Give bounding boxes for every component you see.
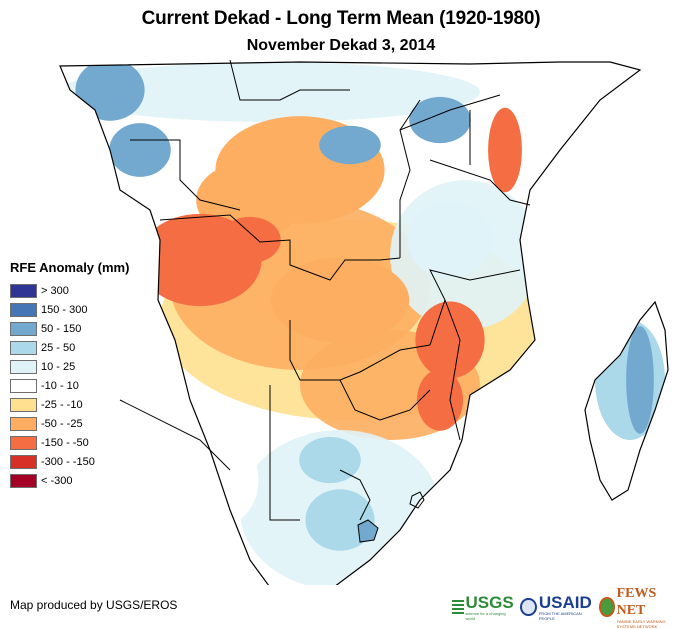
legend-label: 150 - 300: [41, 303, 88, 316]
legend-label: 50 - 150: [41, 322, 82, 335]
anomaly-zone: [75, 62, 145, 121]
mainland-fill: [60, 62, 640, 585]
map-credit: Map produced by USGS/EROS: [10, 598, 178, 612]
legend-swatch: [10, 283, 37, 298]
legend-swatch: [10, 416, 37, 431]
lesotho: [357, 519, 379, 543]
legend-label: -150 - -50: [41, 436, 89, 449]
legend-label: 10 - 25: [41, 360, 76, 373]
legend: RFE Anomaly (mm) > 300 150 - 300 50 - 150 2…: [10, 260, 129, 490]
anomaly-map: [59, 60, 669, 585]
usgs-waves-icon: [452, 600, 464, 614]
legend-label: -10 - 10: [41, 379, 79, 392]
madagascar-fill: [585, 302, 668, 500]
fewsnet-globe-icon: [599, 597, 615, 617]
legend-label: -25 - -10: [41, 398, 83, 411]
usgs-tagline: science for a changing world: [465, 610, 506, 621]
legend-swatch: [10, 473, 37, 488]
anomaly-zone: [319, 125, 381, 165]
legend-item: -25 - -10: [10, 395, 129, 414]
legend-item: > 300: [10, 281, 129, 300]
legend-item: 150 - 300: [10, 300, 129, 319]
anomaly-zone: [416, 369, 464, 431]
anomaly-zone: [488, 107, 522, 193]
partner-logos: USGS science for a changing world USAID …: [452, 585, 682, 629]
map-subtitle: November Dekad 3, 2014: [246, 37, 436, 54]
legend-swatch: [10, 378, 37, 393]
legend-title: RFE Anomaly (mm): [10, 260, 130, 275]
usgs-name: USGS: [465, 592, 514, 612]
anomaly-zone: [305, 489, 375, 551]
usaid-tagline: FROM THE AMERICAN PEOPLE: [538, 610, 582, 621]
anomaly-background-zone: [60, 62, 480, 122]
legend-item: -300 - -150: [10, 452, 129, 471]
anomaly-zone: [407, 201, 493, 279]
legend-label: -50 - -25: [41, 417, 83, 430]
legend-swatch: [10, 359, 37, 374]
legend-item: -10 - 10: [10, 376, 129, 395]
anomaly-zone: [626, 326, 654, 434]
usaid-name: USAID: [538, 592, 592, 612]
legend-item: 10 - 25: [10, 357, 129, 376]
anomaly-zone: [299, 436, 361, 484]
legend-item: 25 - 50: [10, 338, 129, 357]
country-borders: [119, 60, 531, 521]
eswatini: [409, 491, 425, 509]
legend-swatch: [10, 302, 37, 317]
legend-label: 25 - 50: [41, 341, 76, 354]
legend-label: < -300: [41, 474, 73, 487]
legend-item: -150 - -50: [10, 433, 129, 452]
fewsnet-logo: FEWS NET FAMINE EARLY WARNING SYSTEMS NE…: [599, 585, 682, 629]
usgs-logo: USGS science for a changing world: [452, 594, 514, 621]
legend-swatch: [10, 435, 37, 450]
legend-label: > 300: [41, 284, 69, 297]
legend-swatch: [10, 454, 37, 469]
legend-label: -300 - -150: [41, 455, 95, 468]
legend-item: 50 - 150: [10, 319, 129, 338]
usaid-logo: USAID FROM THE AMERICAN PEOPLE: [520, 594, 593, 621]
anomaly-zone: [270, 257, 410, 343]
fewsnet-name: FEWS NET: [616, 586, 657, 618]
legend-item: < -300: [10, 471, 129, 490]
legend-swatch: [10, 340, 37, 355]
usaid-seal-icon: [520, 598, 537, 616]
legend-swatch: [10, 321, 37, 336]
map-title: Current Dekad - Long Term Mean (1920-198…: [141, 8, 541, 29]
legend-item: -50 - -25: [10, 414, 129, 433]
anomaly-zone: [109, 123, 171, 177]
fewsnet-tagline: FAMINE EARLY WARNING SYSTEMS NETWORK: [616, 619, 666, 629]
legend-swatch: [10, 397, 37, 412]
anomaly-zone: [409, 96, 471, 144]
anomaly-zone: [219, 216, 281, 264]
anomaly-zone: [415, 301, 485, 379]
